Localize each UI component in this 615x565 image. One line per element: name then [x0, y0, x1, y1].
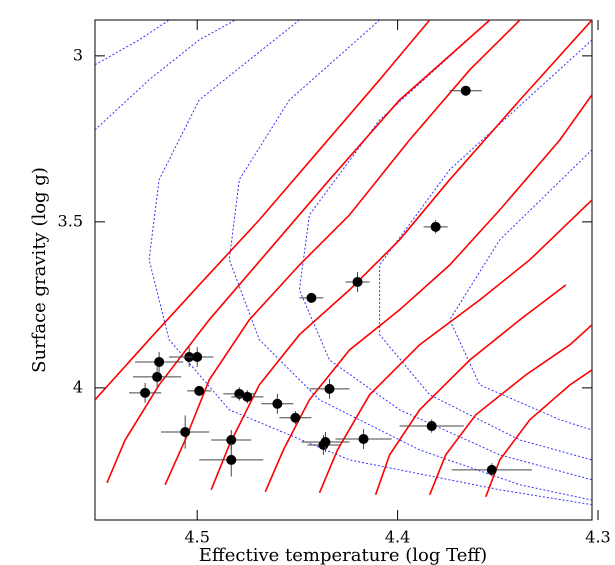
y-axis-label: Surface gravity (log g): [29, 167, 50, 373]
data-point: [352, 276, 363, 287]
track: [95, 20, 431, 401]
data-point: [426, 421, 437, 432]
data-point: [180, 427, 191, 438]
track: [428, 324, 592, 496]
track: [106, 20, 491, 484]
plot-frame: [94, 19, 593, 521]
data-point: [358, 433, 369, 444]
data-point: [226, 434, 237, 445]
isochrone: [95, 20, 236, 131]
data-point: [290, 412, 301, 423]
track: [264, 94, 592, 493]
isochrone: [228, 20, 592, 501]
x-axis-label: Effective temperature (log Teff): [199, 545, 487, 565]
data-point: [324, 383, 335, 394]
isochrone: [379, 39, 592, 461]
data-point: [140, 387, 151, 398]
track: [374, 284, 567, 496]
y-tick-label: 4: [73, 377, 83, 396]
track: [485, 369, 592, 498]
data-point: [460, 85, 471, 96]
isochrone: [95, 20, 170, 66]
isochrone: [148, 20, 592, 506]
y-tick-label: 3: [73, 45, 83, 64]
data-point: [192, 351, 203, 362]
isochrone: [298, 20, 592, 481]
data-point: [486, 464, 497, 475]
data-point: [272, 398, 283, 409]
data-point: [194, 385, 205, 396]
data-point: [154, 356, 165, 367]
y-tick-label: 3.5: [58, 211, 83, 230]
x-tick-label: 4.5: [184, 528, 209, 547]
data-point: [320, 436, 331, 447]
data-point: [306, 292, 317, 303]
data-point: [430, 221, 441, 232]
x-tick-label: 4.4: [385, 528, 410, 547]
data-point: [242, 391, 253, 402]
isochrone: [449, 149, 592, 431]
track: [210, 20, 592, 491]
track: [164, 20, 521, 486]
points: [129, 85, 532, 477]
track: [318, 199, 592, 494]
data-point: [152, 371, 163, 382]
x-tick-label: 4.3: [585, 528, 610, 547]
data-point: [226, 454, 237, 465]
